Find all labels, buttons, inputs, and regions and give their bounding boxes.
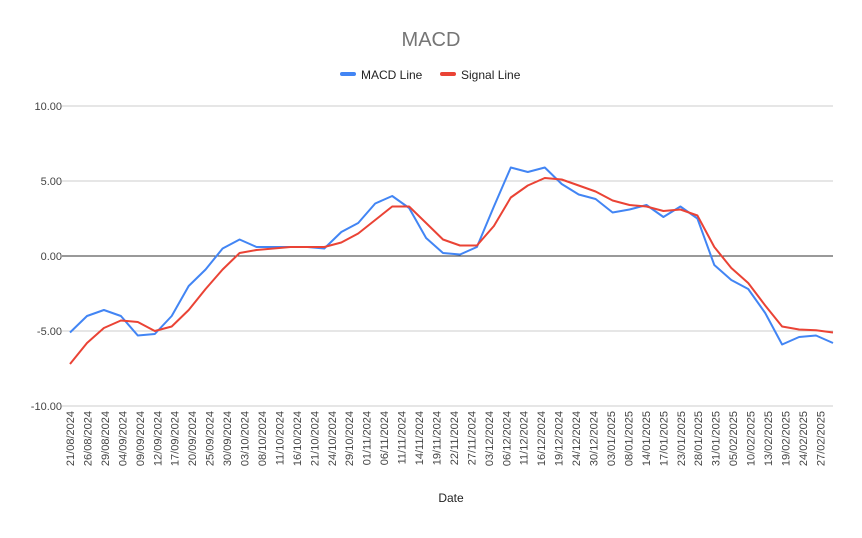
x-tick-label: 16/10/2024 <box>292 411 304 466</box>
x-tick-label: 13/02/2025 <box>763 411 775 466</box>
x-tick-label: 17/09/2024 <box>170 411 182 466</box>
y-tick-label: 10.00 <box>34 101 62 113</box>
x-tick-label: 28/01/2025 <box>693 411 705 466</box>
x-tick-label: 30/09/2024 <box>222 411 234 466</box>
x-tick-label: 27/02/2025 <box>815 411 827 466</box>
x-axis-label: Date <box>438 491 464 505</box>
x-tick-label: 19/11/2024 <box>431 411 443 465</box>
y-tick-label: 0.00 <box>41 251 62 263</box>
x-tick-label: 27/11/2024 <box>466 411 478 465</box>
x-tick-label: 03/01/2025 <box>606 411 618 466</box>
signal-line <box>69 177 834 365</box>
y-tick-label: -10.00 <box>31 401 62 413</box>
legend: MACD Line Signal Line <box>340 68 521 82</box>
x-tick-label: 29/10/2024 <box>344 411 356 466</box>
x-tick-label: 03/12/2024 <box>484 411 496 466</box>
x-tick-label: 11/12/2024 <box>519 411 531 465</box>
x-tick-label: 14/01/2025 <box>641 411 653 466</box>
x-tick-label: 06/11/2024 <box>379 411 391 465</box>
x-tick-label: 08/10/2024 <box>257 411 269 466</box>
x-tick-label: 03/10/2024 <box>240 411 252 466</box>
x-tick-label: 19/12/2024 <box>554 411 566 466</box>
x-tick-label: 11/10/2024 <box>274 411 286 465</box>
x-tick-label: 21/10/2024 <box>309 411 321 466</box>
y-tick-label: -5.00 <box>37 326 62 338</box>
x-tick-label: 25/09/2024 <box>205 411 217 466</box>
x-tick-label: 10/02/2025 <box>746 411 758 466</box>
x-tick-label: 14/11/2024 <box>414 411 426 465</box>
x-tick-label: 16/12/2024 <box>536 411 548 466</box>
x-tick-label: 09/09/2024 <box>135 411 147 466</box>
macd-line <box>69 166 834 346</box>
x-tick-label: 11/11/2024 <box>397 411 409 464</box>
x-tick-label: 01/11/2024 <box>362 411 374 465</box>
x-tick-label: 12/09/2024 <box>152 411 164 466</box>
x-tick-label: 31/01/2025 <box>711 411 723 466</box>
x-tick-label: 05/02/2025 <box>728 411 740 466</box>
x-tick-label: 24/10/2024 <box>327 411 339 466</box>
x-tick-label: 24/02/2025 <box>798 411 810 466</box>
x-tick-label: 21/08/2024 <box>65 411 77 466</box>
x-tick-label: 08/01/2025 <box>623 411 635 466</box>
x-tick-label: 20/09/2024 <box>187 411 199 466</box>
x-tick-label: 26/08/2024 <box>82 411 94 466</box>
x-tick-label: 04/09/2024 <box>117 411 129 466</box>
x-tick-label: 29/08/2024 <box>100 411 112 466</box>
x-tick-label: 17/01/2025 <box>658 411 670 466</box>
legend-label-signal: Signal Line <box>461 68 521 82</box>
x-tick-label: 30/12/2024 <box>589 411 601 466</box>
legend-label-macd: MACD Line <box>361 68 423 82</box>
chart-title: MACD <box>402 29 461 51</box>
x-tick-label: 19/02/2025 <box>780 411 792 466</box>
y-tick-label: 5.00 <box>41 176 62 188</box>
x-tick-label: 24/12/2024 <box>571 411 583 466</box>
x-tick-label: 06/12/2024 <box>501 411 513 466</box>
x-tick-label: 23/01/2025 <box>676 411 688 466</box>
x-tick-label: 22/11/2024 <box>449 411 461 465</box>
